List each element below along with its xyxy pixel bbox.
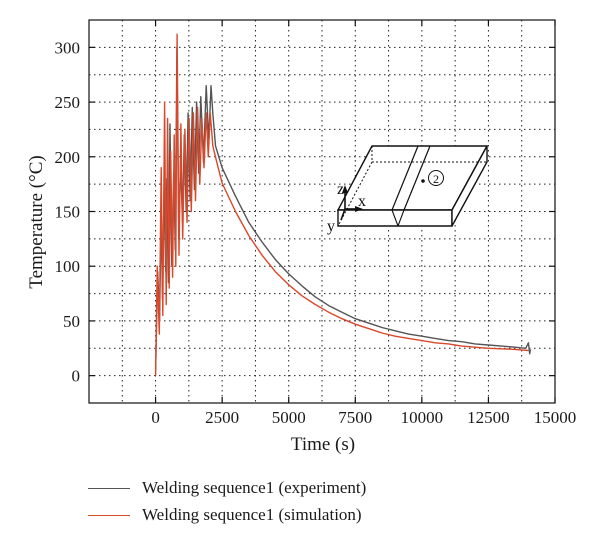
y-tick-label: 150 [55, 203, 81, 222]
y-axis-title: Temperature (°C) [26, 155, 47, 288]
x-axis-title: Time (s) [291, 434, 355, 455]
hidden-edge-3 [337, 161, 373, 227]
x-axis-label: x [358, 193, 366, 210]
y-tick-label: 100 [55, 257, 81, 276]
x-tick-label: 12500 [467, 408, 510, 427]
weld-line-2 [403, 145, 431, 211]
legend-item-experiment: Welding sequence1 (experiment) [88, 476, 508, 500]
weld-groove-2 [397, 209, 405, 227]
y-tick-label: 50 [63, 312, 80, 331]
measurement-point [421, 179, 425, 183]
weld-line-1 [391, 145, 419, 211]
x-tick-label: 2500 [205, 408, 239, 427]
weld-groove-1 [391, 209, 399, 227]
x-tick-label: 0 [151, 408, 160, 427]
z-arrow-head [342, 185, 348, 193]
legend-label-experiment: Welding sequence1 (experiment) [142, 478, 367, 497]
data-series [154, 33, 532, 376]
legend-swatch-simulation [88, 514, 130, 516]
legend-label-simulation: Welding sequence1 (simulation) [142, 505, 362, 524]
series-line-simulation [154, 33, 529, 376]
point-label: 2 [433, 172, 439, 186]
x-arrow-head [355, 206, 363, 212]
y-tick-label: 250 [55, 93, 81, 112]
y-tick-label: 0 [72, 367, 81, 386]
specimen-inset-diagram: 2 z x y [327, 145, 489, 235]
point-label-circle [428, 170, 444, 186]
legend: Welding sequence1 (experiment) Welding s… [88, 476, 508, 530]
grid-lines [89, 20, 555, 403]
legend-swatch-experiment [88, 487, 130, 489]
plate-side-face [451, 145, 488, 227]
y-tick-label: 300 [55, 38, 81, 57]
y-axis-label: y [327, 218, 335, 235]
y-axis-arrow [340, 208, 346, 221]
y-tick-label: 200 [55, 148, 81, 167]
x-tick-label: 5000 [272, 408, 306, 427]
axis-ticks: 0 2500 5000 7500 10000 12500 15000 0 50 100 150 200… [55, 20, 577, 427]
x-tick-label: 10000 [401, 408, 444, 427]
legend-item-simulation: Welding sequence1 (simulation) [88, 503, 508, 527]
z-axis-label: z [337, 181, 344, 198]
x-tick-label: 15000 [534, 408, 577, 427]
x-tick-label: 7500 [338, 408, 372, 427]
